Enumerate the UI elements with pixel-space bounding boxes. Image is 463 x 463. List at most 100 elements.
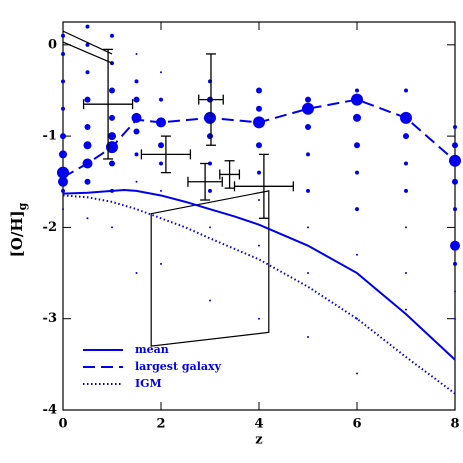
y-tick-label: -4 [43, 403, 57, 418]
galaxy-point [108, 132, 116, 141]
galaxy-point [109, 114, 115, 121]
galaxy-point [84, 178, 91, 185]
galaxy-point [110, 33, 114, 38]
galaxy-point [256, 105, 262, 112]
galaxy-point [160, 71, 162, 74]
galaxy-point [256, 142, 262, 149]
x-tick-label: 0 [58, 417, 67, 432]
y-tick-label: -1 [43, 129, 57, 144]
galaxy-point [307, 226, 309, 229]
galaxy-point [135, 180, 138, 183]
legend-label: largest galaxy [135, 360, 222, 373]
galaxy-point [135, 272, 138, 275]
galaxy-point [353, 113, 361, 122]
galaxy-point [403, 133, 409, 140]
galaxy-point [258, 317, 260, 320]
galaxy-point [355, 88, 359, 93]
galaxy-point [135, 52, 138, 55]
x-tick-label: 2 [156, 417, 165, 432]
galaxy-point [58, 176, 68, 187]
galaxy-point [61, 51, 65, 56]
series-line [62, 188, 456, 361]
galaxy-point [85, 24, 90, 29]
galaxy-point [452, 142, 458, 149]
galaxy-point [133, 128, 140, 135]
galaxy-point [305, 123, 311, 130]
galaxy-point [109, 160, 115, 167]
galaxy-point [453, 261, 457, 266]
y-label-subscript: g [16, 202, 29, 210]
galaxy-point [84, 96, 91, 103]
galaxy-point [61, 106, 65, 111]
galaxy-point [454, 290, 456, 293]
series-line [62, 98, 456, 179]
y-tick-label: -3 [43, 311, 57, 326]
galaxy-point [355, 170, 359, 175]
galaxy-point [404, 88, 408, 93]
galaxy-point [356, 372, 358, 375]
galaxy-point [85, 70, 90, 75]
series-line [62, 194, 456, 395]
x-axis-label: z [255, 433, 262, 448]
galaxy-point [452, 178, 458, 185]
y-axis-label: [O/H]g [8, 202, 29, 257]
galaxy-point [84, 123, 91, 130]
y-label-main: [O/H] [8, 210, 26, 257]
galaxy-point [405, 226, 407, 229]
x-tick-label: 6 [352, 417, 361, 432]
galaxy-point [109, 87, 115, 94]
galaxy-point [59, 150, 67, 159]
galaxy-point [61, 79, 65, 84]
galaxy-point [405, 308, 407, 311]
galaxy-point [307, 272, 309, 275]
galaxy-point [258, 244, 260, 247]
galaxy-point [405, 272, 407, 275]
galaxy-point [158, 142, 164, 149]
galaxy-point [306, 152, 310, 157]
galaxy-point [61, 188, 65, 193]
galaxy-point [209, 299, 211, 302]
y-tick-label: -2 [43, 220, 57, 235]
legend-label: IGM [135, 377, 162, 390]
galaxy-point [207, 133, 213, 140]
galaxy-point [86, 217, 89, 220]
galaxy-point [450, 240, 460, 251]
galaxy-point [131, 112, 142, 123]
galaxy-point [209, 226, 211, 229]
galaxy-point [256, 87, 262, 94]
galaxy-point [307, 335, 309, 338]
galaxy-point [134, 79, 139, 84]
galaxy-point [62, 208, 64, 211]
galaxy-point [453, 124, 457, 129]
galaxy-point [61, 33, 65, 38]
region [62, 41, 113, 64]
galaxy-point [257, 170, 261, 175]
galaxy-point [453, 207, 457, 212]
galaxy-point [160, 262, 162, 265]
galaxy-point [159, 97, 163, 102]
x-tick-label: 8 [450, 417, 459, 432]
region [150, 190, 270, 347]
galaxy-point [60, 133, 66, 140]
galaxy-point [83, 141, 92, 150]
galaxy-point [258, 199, 260, 202]
galaxy-point [160, 189, 162, 192]
x-tick-label: 4 [254, 417, 263, 432]
galaxy-point [306, 188, 310, 193]
galaxy-point [208, 188, 212, 193]
galaxy-point [133, 96, 140, 103]
galaxy-point [305, 96, 311, 103]
galaxy-point [85, 42, 90, 47]
galaxy-point [111, 226, 113, 229]
galaxy-point [159, 161, 163, 166]
galaxy-point [404, 188, 408, 193]
galaxy-point [302, 102, 314, 115]
galaxy-point [351, 93, 363, 106]
region [62, 30, 113, 55]
galaxy-point [356, 253, 358, 256]
galaxy-point [355, 207, 359, 212]
galaxy-point [404, 161, 408, 166]
galaxy-point [454, 317, 456, 320]
plot-frame [62, 21, 456, 411]
